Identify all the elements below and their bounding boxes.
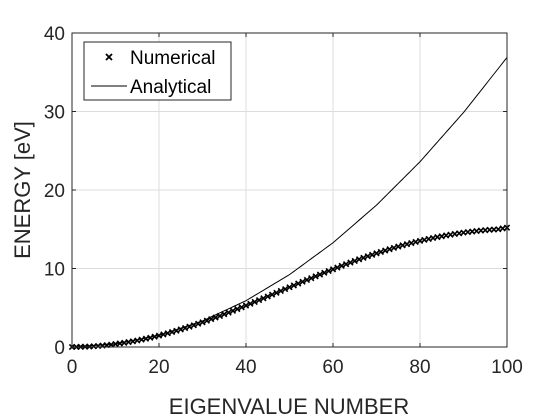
numerical-point xyxy=(251,298,258,306)
numerical-point xyxy=(360,254,367,261)
numerical-point xyxy=(268,291,276,298)
numerical-point xyxy=(216,312,224,320)
numerical-point xyxy=(395,243,402,250)
y-tick-label: 30 xyxy=(44,103,65,124)
x-tick-label: 0 xyxy=(67,357,78,378)
numerical-point xyxy=(234,305,241,313)
numerical-point xyxy=(429,234,437,242)
numerical-point xyxy=(303,276,311,284)
numerical-point xyxy=(194,320,202,327)
numerical-point xyxy=(355,256,363,263)
numerical-point xyxy=(260,295,267,302)
numerical-point xyxy=(129,338,137,345)
numerical-point xyxy=(147,334,154,341)
numerical-point xyxy=(208,315,215,323)
numerical-point xyxy=(277,287,284,295)
numerical-point xyxy=(199,319,206,326)
numerical-point xyxy=(347,259,354,266)
y-tick-labels: 0 10 20 30 40 xyxy=(44,24,65,359)
legend-label-analytical: Analytical xyxy=(130,77,211,98)
numerical-point xyxy=(308,274,315,282)
numerical-point xyxy=(142,335,150,342)
legend: Numerical Analytical xyxy=(83,41,232,101)
numerical-point xyxy=(390,244,398,252)
numerical-point xyxy=(281,285,289,293)
y-tick-label: 0 xyxy=(54,338,65,359)
numerical-point xyxy=(247,300,254,307)
y-axis-title: ENERGY [eV] xyxy=(10,121,35,259)
y-tick-label: 10 xyxy=(44,260,65,281)
tick-marks xyxy=(71,32,508,348)
x-tick-label: 60 xyxy=(322,357,343,378)
numerical-point xyxy=(373,250,380,257)
numerical-point xyxy=(225,309,232,316)
numerical-point xyxy=(321,269,328,276)
numerical-point xyxy=(421,236,428,244)
numerical-point xyxy=(229,307,237,314)
numerical-point xyxy=(290,282,298,289)
numerical-point xyxy=(286,284,293,291)
legend-marker-numerical xyxy=(105,53,113,61)
numerical-point xyxy=(377,248,385,256)
numerical-point xyxy=(329,266,337,273)
numerical-point xyxy=(342,261,350,268)
y-tick-label: 40 xyxy=(44,24,65,45)
numerical-point xyxy=(368,251,376,258)
legend-x-mark xyxy=(105,53,113,61)
x-tick-labels: 0 20 40 60 80 100 xyxy=(67,357,523,378)
y-tick-label: 20 xyxy=(44,181,65,202)
legend-label-numerical: Numerical xyxy=(130,48,216,69)
numerical-point xyxy=(164,330,171,337)
x-axis-title: EIGENVALUE NUMBER xyxy=(169,394,409,419)
numerical-point xyxy=(334,264,341,271)
numerical-point xyxy=(138,336,145,343)
numerical-point xyxy=(212,314,219,321)
numerical-point xyxy=(316,271,324,278)
numerical-point xyxy=(386,246,393,253)
numerical-point xyxy=(242,302,250,309)
x-tick-label: 20 xyxy=(148,357,169,378)
numerical-point xyxy=(273,289,280,296)
numerical-point xyxy=(295,280,302,287)
numerical-point xyxy=(408,239,415,247)
numerical-point xyxy=(264,293,271,300)
numerical-point xyxy=(181,324,189,332)
numerical-point xyxy=(351,257,358,265)
numerical-point xyxy=(425,235,432,243)
legend-box xyxy=(83,41,232,101)
numerical-point xyxy=(312,273,319,280)
numerical-point xyxy=(382,247,389,254)
numerical-point xyxy=(364,253,371,260)
numerical-series xyxy=(68,224,511,351)
numerical-point xyxy=(173,327,180,334)
numerical-point xyxy=(338,262,345,269)
numerical-point xyxy=(412,238,419,246)
numerical-point xyxy=(299,278,306,285)
numerical-point xyxy=(399,242,406,249)
x-tick-label: 80 xyxy=(409,357,430,378)
numerical-point xyxy=(160,331,167,338)
numerical-point xyxy=(221,311,228,318)
numerical-point xyxy=(255,296,263,304)
numerical-point xyxy=(238,304,245,311)
x-tick-label: 100 xyxy=(491,357,523,378)
numerical-point xyxy=(190,322,197,329)
numerical-point xyxy=(416,237,424,245)
numerical-point xyxy=(203,317,211,324)
numerical-point xyxy=(186,323,193,330)
numerical-point xyxy=(134,337,141,344)
numerical-point xyxy=(151,333,158,340)
numerical-point xyxy=(325,267,332,275)
numerical-point xyxy=(403,241,411,248)
numerical-point xyxy=(177,326,184,333)
numerical-point xyxy=(168,328,176,336)
x-tick-label: 40 xyxy=(235,357,256,378)
numerical-point xyxy=(155,332,163,339)
